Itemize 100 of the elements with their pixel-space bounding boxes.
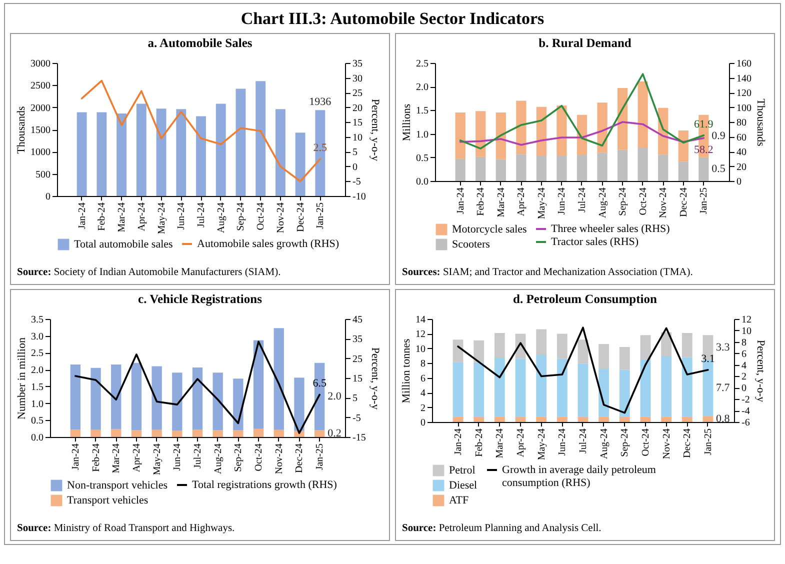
bar bbox=[111, 364, 122, 430]
y-axis-title: Million tonnes bbox=[400, 338, 412, 404]
y-tick-label: 3.0 bbox=[31, 331, 44, 342]
x-tick-label: Dec-24 bbox=[682, 428, 694, 458]
bar bbox=[640, 416, 651, 422]
y-tick-label: 2 bbox=[420, 402, 426, 414]
y-tick-label: 2.5 bbox=[31, 348, 44, 360]
y2-tick-label: 20 bbox=[352, 102, 362, 114]
x-tick-label: Jan-25 bbox=[314, 444, 326, 470]
y-tick-label: 2.5 bbox=[416, 58, 428, 70]
bar bbox=[536, 156, 547, 181]
y2-tick-label: 45 bbox=[352, 314, 362, 326]
bar bbox=[156, 108, 166, 196]
y2-tick-label: -10 bbox=[352, 192, 366, 202]
chart-title: a. Automobile Sales bbox=[146, 36, 254, 51]
bar bbox=[494, 358, 505, 417]
x-tick-label: Oct-24 bbox=[254, 444, 265, 472]
y2-tick-label: 160 bbox=[736, 58, 752, 70]
data-label: 0.9 bbox=[712, 130, 726, 142]
y2-axis-title: Thousands bbox=[754, 98, 766, 146]
x-tick-label: Jan-25 bbox=[702, 428, 714, 456]
source-note: Source: Ministry of Road Transport and Highways. bbox=[16, 523, 236, 534]
bar bbox=[556, 358, 568, 417]
legend-label: Automobile sales growth (RHS) bbox=[197, 238, 340, 250]
y-tick-label: 14 bbox=[416, 314, 426, 326]
y-axis-title: Number in million bbox=[16, 337, 28, 420]
y2-tick-label: -6 bbox=[742, 418, 750, 428]
x-tick-label: Feb-24 bbox=[90, 444, 102, 472]
bar bbox=[702, 416, 714, 422]
y-tick-label: 3.5 bbox=[31, 314, 44, 326]
y2-tick-label: 5 bbox=[352, 393, 358, 404]
bar bbox=[619, 346, 630, 370]
bar bbox=[698, 157, 709, 181]
legend-label: Three wheeler sales (RHS) bbox=[551, 223, 670, 235]
bar bbox=[70, 430, 81, 437]
y2-tick-label: 100 bbox=[736, 102, 752, 114]
y-tick-label: 0.0 bbox=[416, 176, 428, 188]
legend-label: Non-transport vehicles bbox=[67, 480, 168, 492]
bar bbox=[275, 109, 286, 196]
bar bbox=[192, 430, 203, 437]
bar bbox=[496, 159, 506, 181]
bar bbox=[638, 147, 648, 181]
data-label: 1936 bbox=[309, 96, 332, 108]
bar bbox=[598, 344, 610, 370]
bar bbox=[452, 340, 464, 362]
bar bbox=[294, 378, 304, 431]
chart-title: b. Rural Demand bbox=[538, 36, 632, 51]
x-tick-label: Jan-24 bbox=[455, 188, 466, 214]
y-tick-label: 2.0 bbox=[31, 365, 44, 376]
bar bbox=[96, 112, 107, 196]
bar bbox=[152, 430, 162, 437]
y-tick-label: 0.0 bbox=[31, 432, 44, 444]
x-tick-label: Nov-24 bbox=[661, 428, 672, 460]
bar bbox=[274, 328, 284, 430]
y-tick-label: 1.0 bbox=[31, 398, 44, 410]
bar bbox=[678, 130, 688, 162]
y2-tick-label: 0 bbox=[352, 162, 358, 173]
x-tick-label: Oct-24 bbox=[640, 428, 652, 456]
x-tick-label: May-24 bbox=[536, 188, 548, 220]
bar bbox=[516, 154, 526, 181]
bar bbox=[233, 430, 244, 437]
y2-tick-label: 15 bbox=[352, 374, 362, 384]
y2-tick-label: 20 bbox=[736, 162, 746, 173]
bar bbox=[516, 100, 526, 154]
legend-label: Growth in average daily petroleum consumption (RHS) bbox=[502, 464, 656, 489]
y2-tick-label: 12 bbox=[742, 314, 752, 326]
bar bbox=[172, 372, 182, 431]
bar bbox=[136, 104, 146, 196]
x-tick-label: Nov-24 bbox=[274, 444, 285, 474]
x-tick-label: Aug-24 bbox=[216, 202, 227, 234]
bar bbox=[578, 416, 588, 422]
bar bbox=[192, 368, 203, 430]
bar bbox=[131, 362, 142, 430]
bar bbox=[556, 156, 567, 181]
y-tick-label: 3000 bbox=[30, 58, 50, 70]
x-tick-label: Jan-24 bbox=[70, 444, 82, 470]
bar bbox=[474, 362, 484, 417]
x-tick-label: May-24 bbox=[156, 202, 168, 234]
x-tick-label: Apr-24 bbox=[516, 188, 528, 216]
y2-tick-label: 6 bbox=[742, 348, 746, 360]
bar bbox=[90, 430, 101, 437]
bar bbox=[682, 332, 692, 358]
bar bbox=[295, 132, 306, 196]
text: Chart III.3: Automobile Sector Indicators bbox=[240, 8, 546, 30]
bar bbox=[476, 156, 486, 181]
x-tick-label: Nov-24 bbox=[658, 188, 670, 218]
data-label: 3.1 bbox=[701, 352, 715, 365]
bar bbox=[176, 109, 186, 196]
x-tick-label: Jan-24 bbox=[453, 428, 464, 456]
bar bbox=[556, 334, 568, 359]
x-tick-label: Dec-24 bbox=[678, 188, 690, 217]
bar bbox=[314, 362, 325, 430]
bar bbox=[617, 88, 628, 150]
bar bbox=[70, 364, 81, 430]
bar bbox=[661, 416, 672, 422]
y2-tick-label: -15 bbox=[352, 432, 366, 444]
x-tick-label: Sep-24 bbox=[236, 202, 247, 231]
data-label: 6.5 bbox=[312, 378, 327, 390]
bar bbox=[658, 154, 668, 181]
y-tick-label: 0 bbox=[46, 192, 50, 202]
